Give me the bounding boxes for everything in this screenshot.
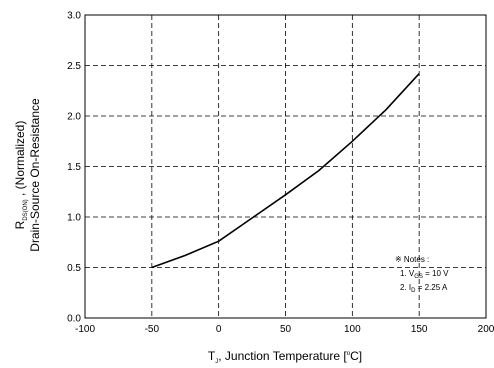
- y-tick-label: 1.5: [67, 162, 81, 173]
- notes-box: ※ Notes : 1. VGS = 10 V 2. ID = 2.25 A: [395, 255, 449, 294]
- x-tick-label: 100: [344, 324, 361, 335]
- y-tick-label: 2.5: [67, 61, 81, 72]
- y-axis-title-line1: RDS(ON) , (Normalized): [13, 121, 29, 230]
- tick-labels: -100 -50 0 50 100 150 200 0.0 0.5 1.0 1.5 2.0 2.5 3.0: [67, 11, 494, 336]
- x-tick-label: 0: [216, 324, 222, 335]
- note-1: 1. VGS = 10 V: [400, 269, 449, 280]
- y-tick-label: 3.0: [67, 11, 81, 22]
- grid: [85, 15, 486, 318]
- x-tick-label: -50: [145, 324, 160, 335]
- y-tick-label: 1.0: [67, 213, 81, 224]
- y-tick-label: 0.0: [67, 314, 81, 325]
- x-tick-label: 200: [478, 324, 494, 335]
- notes-title: ※ Notes :: [395, 255, 429, 264]
- plot-frame: [84, 14, 487, 319]
- series-line: [151, 73, 420, 269]
- y-tick-label: 2.0: [67, 112, 81, 123]
- y-axis-title: RDS(ON) , (Normalized) Drain-Source On-R…: [13, 98, 42, 252]
- x-axis-title: TJ, Junction Temperature [oC]: [208, 349, 362, 365]
- y-tick-label: 0.5: [67, 263, 81, 274]
- x-tick-label: 50: [280, 324, 292, 335]
- x-tick-label: 150: [411, 324, 428, 335]
- note-2: 2. ID = 2.25 A: [400, 283, 448, 294]
- y-axis-title-line2: Drain-Source On-Resistance: [28, 98, 42, 252]
- x-tick-label: -100: [75, 324, 95, 335]
